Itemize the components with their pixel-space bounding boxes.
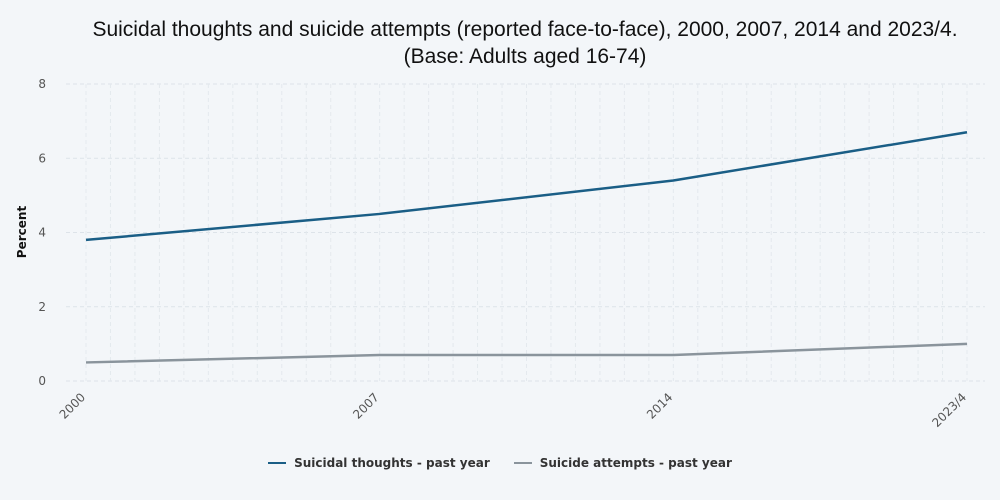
y-tick-label: 6 — [38, 151, 46, 165]
y-tick-label: 2 — [38, 300, 46, 314]
y-axis-ticks: 0 2 4 6 8 — [38, 77, 46, 388]
legend-item-1[interactable]: Suicidal thoughts - past year — [268, 456, 490, 470]
series-lines — [85, 131, 968, 364]
chart-title: Suicidal thoughts and suicide attempts (… — [92, 18, 958, 68]
x-tick-label: 2023/4 — [929, 390, 969, 430]
x-tick-label: 2000 — [57, 390, 88, 421]
series-line-2 — [85, 342, 968, 364]
y-axis-label: Percent — [15, 206, 29, 259]
legend-item-2[interactable]: Suicide attempts - past year — [513, 456, 732, 470]
legend-label: Suicidal thoughts - past year — [294, 456, 490, 470]
legend-swatch — [513, 462, 532, 464]
legend-swatch — [268, 462, 287, 464]
y-tick-label: 8 — [38, 77, 46, 91]
grid-lines — [66, 83, 985, 382]
series-line-1 — [85, 131, 968, 242]
x-tick-label: 2014 — [644, 390, 675, 421]
legend-label: Suicide attempts - past year — [539, 456, 732, 470]
x-tick-label: 2007 — [350, 390, 381, 421]
x-axis-ticks: 2000 2007 2014 2023/4 — [57, 390, 969, 430]
y-tick-label: 0 — [38, 374, 46, 388]
y-tick-label: 4 — [38, 226, 46, 240]
legend: Suicidal thoughts - past year Suicide att… — [0, 456, 1000, 470]
